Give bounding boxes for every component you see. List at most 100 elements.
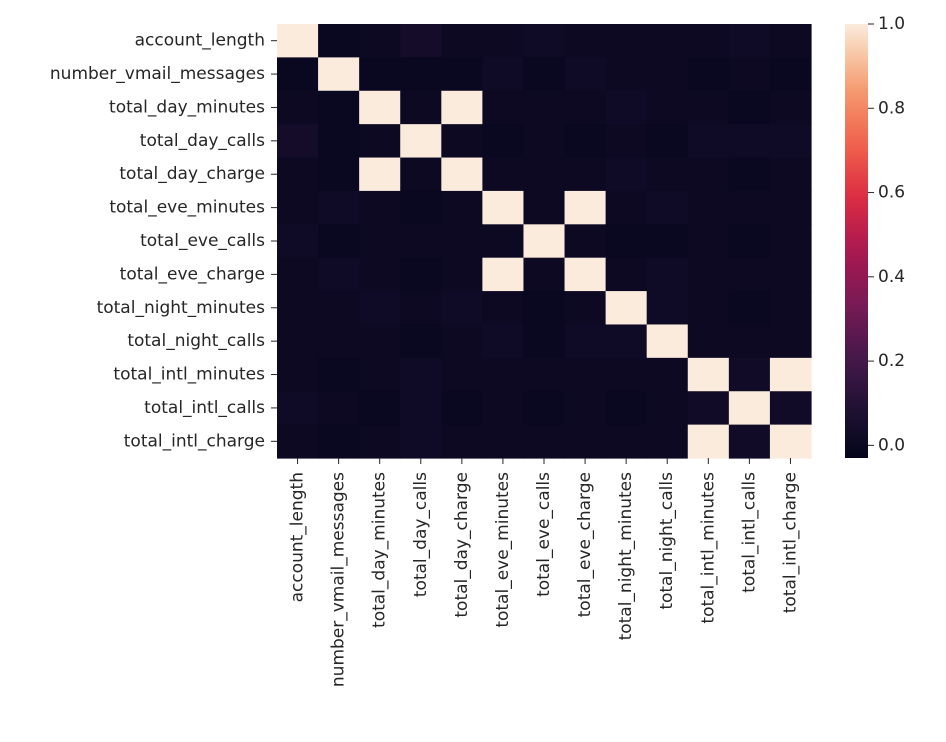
heatmap-cell (605, 357, 648, 392)
heatmap-cell (318, 124, 360, 159)
heatmap-cell (564, 357, 607, 392)
heatmap-cell (441, 224, 483, 259)
heatmap-cell (482, 190, 525, 225)
x-axis-tick-labels: account_length number_vmail_messages total… (288, 458, 800, 687)
heatmap-cell (441, 157, 483, 192)
heatmap-cell (769, 190, 812, 225)
heatmap-cell (687, 324, 730, 359)
heatmap-cell (646, 357, 689, 392)
x-tick-label: total_eve_charge (575, 472, 595, 617)
heatmap-cell (564, 57, 607, 92)
heatmap-cell (318, 90, 360, 125)
heatmap-cell (441, 57, 483, 92)
heatmap-cell (687, 357, 730, 392)
x-tick-label: total_day_minutes (370, 472, 390, 628)
y-tick-label: total_intl_minutes (113, 365, 265, 385)
heatmap-cell (605, 424, 648, 459)
heatmap-cell (523, 90, 566, 125)
heatmap-cell (564, 424, 607, 459)
heatmap-cell (441, 424, 483, 459)
heatmap-cell (523, 357, 566, 392)
x-tick-label: total_night_calls (657, 472, 677, 610)
heatmap-cell (646, 291, 689, 326)
heatmap-cell (687, 190, 730, 225)
heatmap-cell (441, 257, 483, 292)
heatmap-cell (728, 124, 771, 159)
colorbar-tick-label: 0.8 (878, 98, 905, 118)
heatmap-cell (769, 357, 812, 392)
heatmap-cell (769, 124, 812, 159)
heatmap-cell (646, 190, 689, 225)
heatmap-cell (646, 24, 689, 58)
heatmap-cell (441, 357, 483, 392)
heatmap-cell (687, 157, 730, 192)
heatmap-cell (359, 257, 401, 292)
heatmap-cell (441, 190, 483, 225)
heatmap-cell (400, 24, 442, 58)
heatmap-cell (769, 324, 812, 359)
heatmap-cell (728, 224, 771, 259)
heatmap-cell (564, 391, 607, 426)
heatmap-cell (277, 324, 319, 359)
heatmap-cell (400, 190, 442, 225)
heatmap-cell (605, 190, 648, 225)
heatmap-cell (728, 391, 771, 426)
y-tick-label: total_night_calls (127, 331, 265, 351)
colorbar-tick-label: 0.6 (878, 183, 905, 203)
heatmap-cell (523, 190, 566, 225)
heatmap-cell (523, 24, 566, 58)
heatmap-cell (441, 24, 483, 58)
heatmap-cell (687, 224, 730, 259)
heatmap-cell (564, 190, 607, 225)
heatmap-cell (728, 57, 771, 92)
heatmap-cell (441, 90, 483, 125)
y-tick-label: number_vmail_messages (50, 64, 265, 84)
heatmap-cell (359, 424, 401, 459)
colorbar-tick-label: 0.4 (878, 267, 905, 287)
colorbar-tick-label: 1.0 (878, 14, 905, 34)
heatmap-cell (769, 24, 812, 58)
x-tick-label: number_vmail_messages (329, 472, 349, 687)
heatmap-cell (523, 224, 566, 259)
heatmap-cell (728, 357, 771, 392)
y-tick-label: total_day_minutes (109, 97, 265, 117)
heatmap-cell (523, 57, 566, 92)
heatmap-cell (728, 291, 771, 326)
heatmap-cell (318, 324, 360, 359)
y-tick-label: total_intl_calls (144, 398, 265, 418)
heatmap-cell (687, 124, 730, 159)
heatmap-cell (318, 57, 360, 92)
heatmap-cell (646, 224, 689, 259)
heatmap-cell (728, 190, 771, 225)
heatmap-cell (277, 224, 319, 259)
y-tick-label: total_day_charge (119, 164, 265, 184)
heatmap-cell (277, 291, 319, 326)
heatmap-cell (318, 357, 360, 392)
heatmap-cell (728, 157, 771, 192)
heatmap-cell (277, 157, 319, 192)
x-tick-label: total_eve_minutes (493, 472, 513, 628)
heatmap-cell (277, 257, 319, 292)
heatmap-cells (277, 24, 812, 459)
heatmap-cell (359, 291, 401, 326)
x-tick-label: account_length (288, 472, 308, 602)
heatmap-cell (318, 291, 360, 326)
heatmap-cell (769, 57, 812, 92)
heatmap-cell (523, 124, 566, 159)
heatmap-cell (482, 124, 525, 159)
heatmap-cell (400, 124, 442, 159)
heatmap-cell (605, 124, 648, 159)
heatmap-cell (359, 224, 401, 259)
colorbar-tick-label: 0.2 (878, 351, 905, 371)
heatmap-cell (646, 90, 689, 125)
heatmap-cell (277, 124, 319, 159)
heatmap-cell (318, 24, 360, 58)
heatmap-cell (400, 90, 442, 125)
heatmap-cell (277, 190, 319, 225)
heatmap-cell (359, 157, 401, 192)
y-tick-label: total_eve_charge (120, 264, 265, 284)
heatmap-cell (523, 257, 566, 292)
heatmap-cell (728, 324, 771, 359)
heatmap-cell (523, 424, 566, 459)
heatmap-cell (318, 190, 360, 225)
